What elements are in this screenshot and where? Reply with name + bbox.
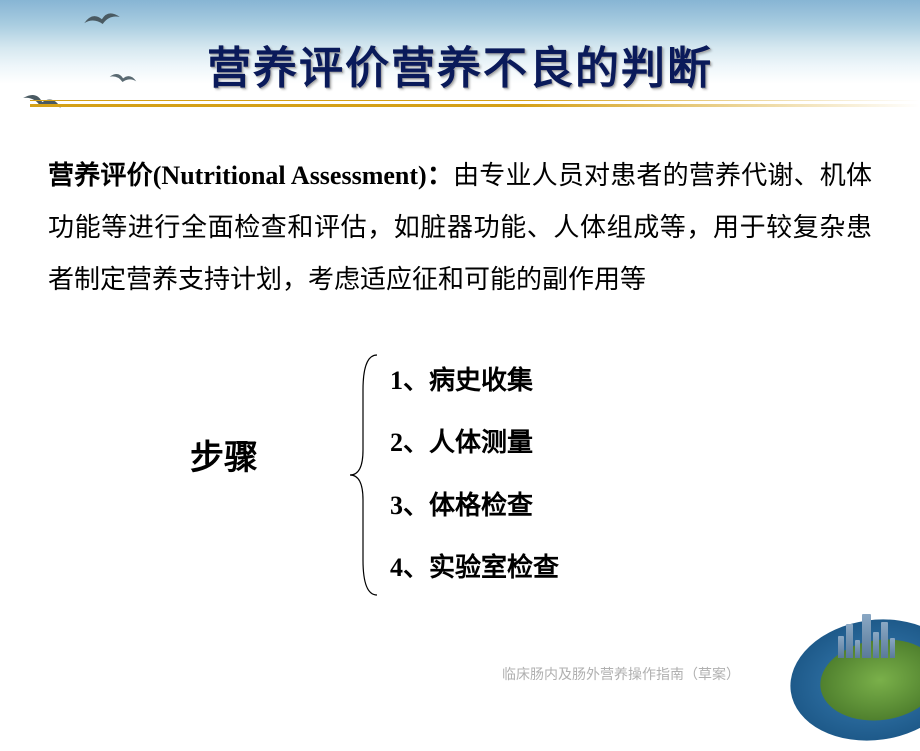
title-divider-thin xyxy=(30,100,920,101)
globe-city-skyline xyxy=(838,614,895,658)
building-icon xyxy=(873,632,879,658)
body-term-bold: 营养评价(Nutritional Assessment)： xyxy=(48,161,453,190)
step-item: 2、人体测量 xyxy=(390,412,559,474)
building-icon xyxy=(862,614,871,658)
footer-citation: 临床肠内及肠外营养操作指南（草案） xyxy=(502,664,740,684)
body-paragraph: 营养评价(Nutritional Assessment)：由专业人员对患者的营养… xyxy=(48,150,872,306)
step-item: 4、实验室检查 xyxy=(390,537,559,599)
building-icon xyxy=(881,622,888,658)
title-divider xyxy=(30,104,920,107)
building-icon xyxy=(838,636,844,658)
building-icon xyxy=(855,640,860,658)
step-item: 1、病史收集 xyxy=(390,350,559,412)
step-item: 3、体格检查 xyxy=(390,475,559,537)
slide-title-area: 营养评价营养不良的判断 xyxy=(0,32,920,96)
building-icon xyxy=(890,638,895,658)
globe-decoration xyxy=(770,580,920,690)
building-icon xyxy=(846,624,853,658)
slide-title: 营养评价营养不良的判断 xyxy=(0,32,920,96)
curly-brace-icon xyxy=(345,350,385,600)
steps-label: 步骤 xyxy=(190,430,258,479)
steps-list: 1、病史收集 2、人体测量 3、体格检查 4、实验室检查 xyxy=(390,350,559,600)
